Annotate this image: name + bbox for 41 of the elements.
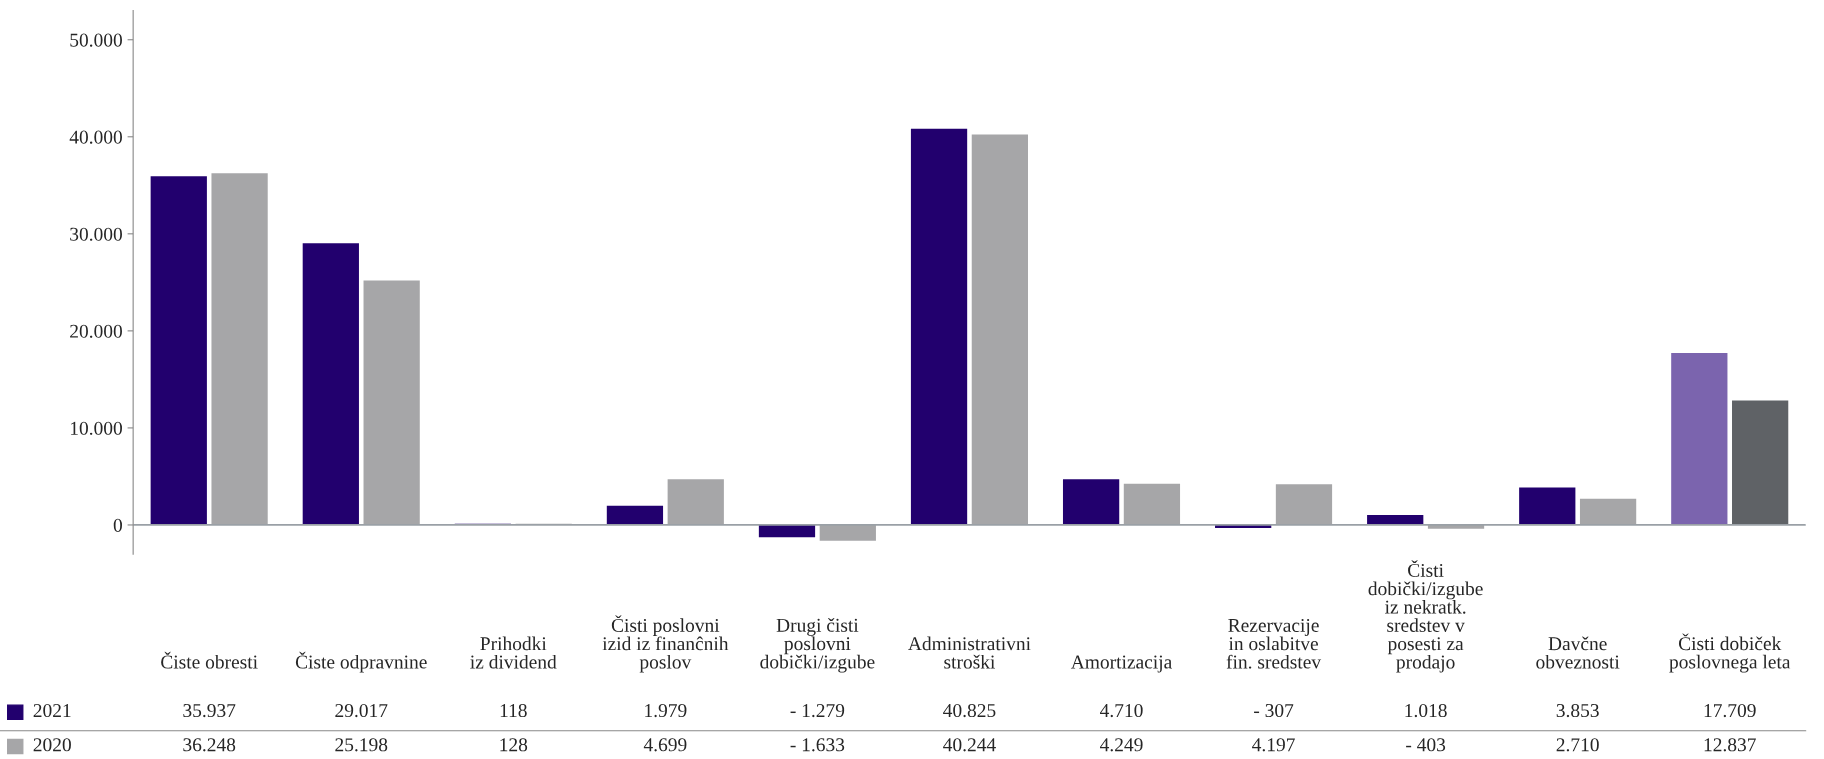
data-label: 29.017 xyxy=(335,703,388,718)
x-tick-label: Administrativni stroški xyxy=(908,636,1031,669)
x-tick-label: Čisti poslovni izid iz finanĉnih poslov xyxy=(602,615,729,673)
data-label: - 1.279 xyxy=(790,704,845,718)
data-label: 4.710 xyxy=(1100,703,1143,718)
data-label: 40.244 xyxy=(943,738,996,752)
data-label: 3.853 xyxy=(1556,703,1599,718)
data-label: 2.710 xyxy=(1556,738,1599,752)
x-tick-label: Čisti dobiček poslovnega leta xyxy=(1669,633,1791,673)
data-label: 35.937 xyxy=(183,704,236,718)
data-label: - 307 xyxy=(1254,703,1294,718)
legend-label: 2021 xyxy=(33,703,71,718)
x-tick-label: Rezervacije in oslabitve fin. sredstev xyxy=(1226,618,1322,669)
data-label: 17.709 xyxy=(1704,703,1756,718)
x-tick-label: Amortizacija xyxy=(1070,655,1172,673)
y-tick-label: 0 xyxy=(113,518,122,532)
x-tick-label: Čisti dobički/izgube iz nekratk. sredstev v posesti za prodajo xyxy=(1368,560,1483,673)
data-label: 25.198 xyxy=(335,738,388,752)
y-tick-label: 20.000 xyxy=(70,324,122,338)
data-label: 1.979 xyxy=(645,704,687,718)
data-label: 4.249 xyxy=(1100,738,1143,752)
data-label: 4.699 xyxy=(643,738,687,752)
x-tick-label: Čiste odpravnine xyxy=(295,651,427,673)
data-label: - 1.633 xyxy=(790,738,845,752)
data-label: 128 xyxy=(500,738,528,752)
y-tick-label: 10.000 xyxy=(70,421,122,435)
y-tick-label: 50.000 xyxy=(70,33,122,47)
data-label: 4.197 xyxy=(1252,738,1295,752)
x-tick-label: Davčne obveznosti xyxy=(1536,636,1620,669)
y-tick-label: 30.000 xyxy=(70,227,122,241)
data-label: 1.018 xyxy=(1405,703,1447,718)
data-label: - 403 xyxy=(1406,738,1446,752)
data-label: 36.248 xyxy=(183,738,236,752)
legend-label: 2020 xyxy=(33,738,71,752)
data-label: 40.825 xyxy=(943,703,996,718)
x-tick-label: Drugi čisti poslovni dobički/izgube xyxy=(760,618,875,673)
data-label: 12.837 xyxy=(1704,738,1756,752)
y-tick-label: 40.000 xyxy=(69,130,122,144)
x-tick-label: Čiste obresti xyxy=(161,651,258,669)
x-tick-label: Prihodki iz dividend xyxy=(470,636,557,669)
data-label: 118 xyxy=(500,703,527,718)
